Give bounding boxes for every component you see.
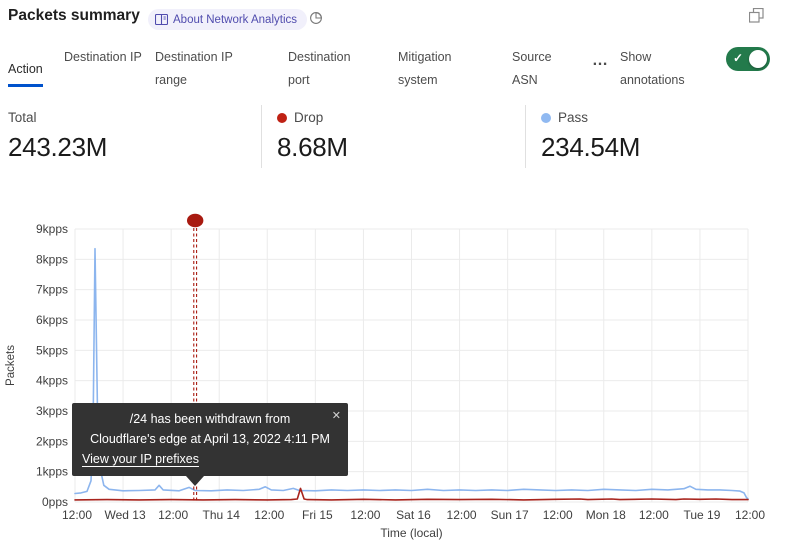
x-axis-tick-label: Wed 13 [105, 508, 146, 522]
stat-total: Total 243.23M [8, 110, 107, 163]
tooltip-text-line1: /24 has been withdrawn from [129, 412, 291, 426]
y-axis-tick-label: 5kpps [36, 343, 68, 357]
y-axis-tick-label: 4kpps [36, 374, 68, 388]
x-axis-title: Time (local) [380, 526, 442, 540]
drop-legend-dot [277, 112, 287, 123]
pass-legend-dot [541, 112, 551, 123]
show-annotations-label: Show annotations [620, 50, 685, 87]
tab-action[interactable]: Action [8, 58, 43, 87]
stat-drop-value: 8.68M [277, 132, 348, 162]
annotation-tooltip: ✕ /24 has been withdrawn from Cloudflare… [72, 403, 348, 486]
popout-window-icon[interactable] [748, 7, 764, 28]
stat-drop: Drop 8.68M [277, 110, 348, 163]
annotation-dot-marker[interactable] [186, 213, 204, 228]
close-icon[interactable]: ✕ [331, 410, 341, 422]
toggle-knob [749, 50, 767, 68]
y-axis-tick-label: 8kpps [36, 252, 68, 266]
tab-mitigation-system[interactable]: Mitigation system [398, 50, 452, 87]
x-axis-tick-label: Thu 14 [203, 508, 241, 522]
stat-drop-label: Drop [294, 110, 324, 125]
x-axis-tick-label: Sat 16 [396, 508, 431, 522]
divider [261, 105, 262, 168]
about-network-analytics-badge[interactable]: About Network Analytics [148, 9, 308, 30]
tab-destination-ip-range[interactable]: Destination IP range [155, 50, 233, 87]
x-axis-tick-label: Mon 18 [586, 508, 626, 522]
tooltip-text-line2: Cloudflare's edge at April 13, 2022 4:11… [90, 432, 330, 446]
show-annotations-toggle[interactable]: ✓ [726, 47, 770, 71]
x-axis-tick-label: 12:00 [254, 508, 284, 522]
y-axis-tick-label: 3kpps [36, 404, 68, 418]
x-axis-tick-label: 12:00 [62, 508, 92, 522]
stat-pass: Pass 234.54M [541, 110, 640, 163]
x-axis-tick-label: 12:00 [639, 508, 669, 522]
y-axis-tick-label: 0pps [42, 495, 68, 509]
x-axis-tick-label: Tue 19 [683, 508, 720, 522]
time-history-icon[interactable] [309, 11, 323, 30]
y-axis-tick-label: 9kpps [36, 222, 68, 236]
tab-source-asn[interactable]: Source ASN [512, 50, 552, 87]
view-ip-prefixes-link[interactable]: View your IP prefixes [82, 452, 199, 466]
packets-time-series-chart[interactable]: 0pps 1kpps 2kpps 3kpps 4kpps 5kpps 6kpps 7kpps 8… [0, 205, 785, 550]
y-axis-tick-label: 1kpps [36, 465, 68, 479]
stat-total-value: 243.23M [8, 132, 108, 162]
series-line-pass[interactable] [74, 247, 749, 500]
more-tabs-button[interactable]: … [592, 52, 609, 69]
tab-destination-ip[interactable]: Destination IP [64, 50, 142, 64]
stat-pass-label: Pass [558, 110, 589, 125]
y-axis-tick-label: 2kpps [36, 434, 68, 448]
x-axis-tick-label: Sun 17 [491, 508, 529, 522]
tab-destination-port[interactable]: Destination port [288, 50, 351, 87]
stat-pass-value: 234.54M [541, 132, 641, 162]
x-axis-tick-label: 12:00 [543, 508, 573, 522]
book-icon [155, 14, 168, 25]
x-axis-tick-label: 12:00 [158, 508, 188, 522]
x-axis-tick-label: 12:00 [447, 508, 477, 522]
divider [525, 105, 526, 168]
y-axis-tick-label: 6kpps [36, 313, 68, 327]
x-axis-tick-label: 12:00 [350, 508, 380, 522]
badge-label: About Network Analytics [173, 13, 298, 26]
y-axis-tick-label: 7kpps [36, 283, 68, 297]
checkmark-icon: ✓ [733, 51, 744, 65]
page-title: Packets summary [8, 7, 140, 24]
x-axis-tick-label: 12:00 [735, 508, 765, 522]
series-line-drop[interactable] [74, 487, 749, 501]
x-axis-tick-label: Fri 15 [302, 508, 333, 522]
stat-total-label: Total [8, 110, 37, 125]
y-axis-title: Packets [5, 345, 17, 386]
